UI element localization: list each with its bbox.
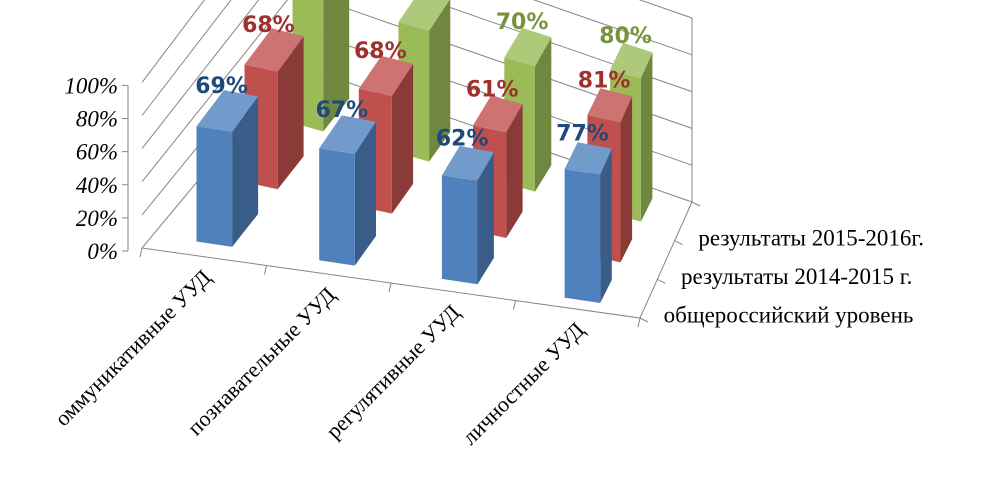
data-label: 67% <box>316 98 369 123</box>
y-tick-label: 20% <box>76 206 118 231</box>
x-tick-label: оммуникативные УУД <box>50 265 216 431</box>
depth-axis-line <box>639 201 693 319</box>
x-tick-label: познавательные УУД <box>182 282 340 440</box>
data-label: 70% <box>496 10 549 35</box>
x-tick-mark <box>388 282 392 293</box>
bar-top <box>398 0 450 31</box>
bar-top <box>587 88 633 123</box>
depth-tick-mark <box>674 240 683 246</box>
bar-side <box>600 148 612 303</box>
bar-side <box>535 37 552 192</box>
bar-front <box>564 169 601 303</box>
data-label: 62% <box>436 127 489 152</box>
gridline <box>141 0 693 149</box>
series-name-label: результаты 2014-2015 г. <box>681 264 912 289</box>
y-tick-label: 40% <box>76 173 118 198</box>
y-tick-label: 0% <box>87 239 118 264</box>
series-name-label: результаты 2015-2016г. <box>698 225 924 250</box>
x-tick-mark <box>513 300 516 310</box>
bar-side <box>640 52 653 222</box>
bar-top <box>610 42 653 79</box>
x-tick-mark <box>139 247 143 258</box>
data-label: 69% <box>195 74 248 99</box>
bar-top <box>473 95 523 133</box>
data-label: 81% <box>578 68 631 93</box>
bar-front <box>441 175 478 285</box>
depth-tick-mark <box>657 278 666 284</box>
bar-front <box>319 148 355 266</box>
y-tick-label: 80% <box>76 107 118 132</box>
bar-top <box>441 145 494 181</box>
bar-side <box>391 63 414 214</box>
bar-front <box>196 126 233 247</box>
data-label: 68% <box>354 39 407 64</box>
bar-top <box>564 142 612 175</box>
bar-1-4 <box>564 142 612 303</box>
bar-top <box>358 55 414 96</box>
bar-side <box>429 0 451 162</box>
bar-1-2 <box>319 115 376 266</box>
gridline <box>141 0 693 116</box>
bar-side <box>232 96 259 247</box>
bar-top <box>196 90 259 132</box>
x-tick-label: регулятивные УУД <box>321 300 465 444</box>
data-label: 77% <box>556 122 609 147</box>
bar-top <box>319 115 376 154</box>
y-tick-label: 100% <box>64 73 118 98</box>
bar-side <box>323 0 350 132</box>
bar-1-3 <box>441 145 494 285</box>
data-label: 61% <box>466 77 519 102</box>
bar-side <box>277 36 304 190</box>
data-label: 80% <box>599 24 652 49</box>
bar-top <box>244 28 304 72</box>
x-tick-mark <box>637 317 641 328</box>
data-label: 68% <box>242 13 295 38</box>
bar-1-1 <box>196 90 259 247</box>
y-tick-label: 60% <box>76 140 118 165</box>
bar-side <box>477 152 494 285</box>
gridline <box>141 0 693 83</box>
depth-tick-mark <box>639 317 649 323</box>
depth-tick-mark <box>691 201 701 207</box>
x-tick-label: личностные УУД <box>457 317 589 449</box>
bar-side <box>506 103 523 239</box>
gridline <box>141 0 693 183</box>
series-name-label: общероссийский уровень <box>664 303 914 328</box>
x-tick-mark <box>264 265 267 275</box>
bar-side <box>354 121 376 266</box>
bar-top <box>504 27 552 67</box>
bar-side <box>620 96 633 263</box>
